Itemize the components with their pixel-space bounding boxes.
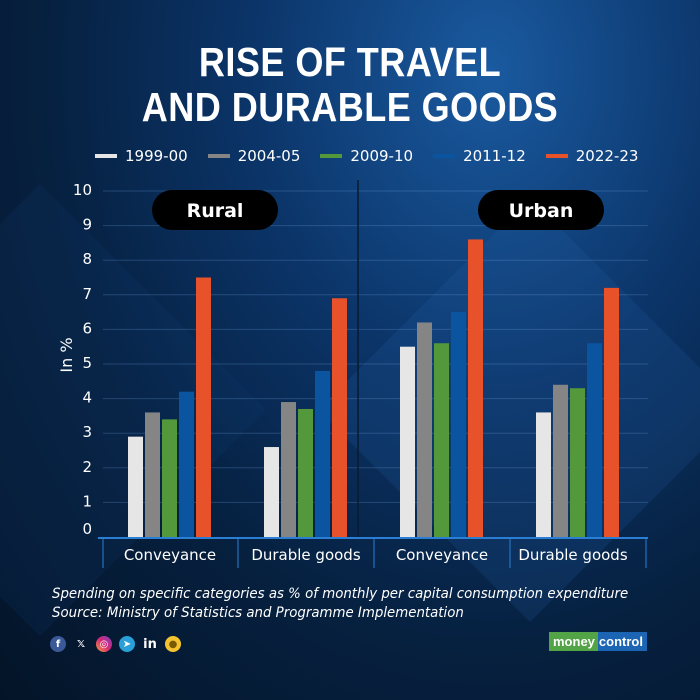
y-tick-label: 10	[73, 181, 92, 199]
facebook-icon[interactable]: f	[50, 636, 66, 652]
bar-2004-05-0	[145, 412, 160, 537]
snapchat-icon[interactable]: ●	[165, 636, 181, 652]
chart-title: RISE OF TRAVEL AND DURABLE GOODS	[42, 40, 658, 130]
bar-1999-00-0	[128, 436, 143, 537]
legend-swatch	[207, 154, 230, 158]
bar-1999-00-3	[536, 412, 551, 537]
x-tick-label: Durable goods	[518, 546, 627, 564]
x-tick-label: Durable goods	[251, 546, 360, 564]
legend-item: 2022-23	[545, 147, 639, 165]
bar-2009-10-2	[434, 343, 449, 537]
x-tick-label: Conveyance	[124, 546, 216, 564]
title-line-2: AND DURABLE GOODS	[141, 84, 559, 130]
legend-item: 2009-10	[320, 147, 413, 165]
linkedin-icon[interactable]: in	[143, 636, 157, 652]
telegram-icon[interactable]: ➤	[119, 636, 135, 652]
panel-label: Urban	[509, 200, 574, 222]
title-line-1: RISE OF TRAVEL	[198, 39, 502, 85]
footnote-text: Spending on specific categories as % of …	[52, 586, 629, 602]
bar-2004-05-1	[281, 402, 296, 537]
legend-swatch	[545, 154, 568, 158]
y-tick-label: 3	[82, 423, 92, 441]
y-axis-label: In %	[57, 337, 76, 372]
legend-label: 1999-00	[125, 147, 188, 165]
legend: 1999-00 2004-05 2009-10 2011-12 2022-23	[95, 147, 638, 165]
legend-item: 1999-00	[95, 147, 188, 165]
y-tick-label: 2	[82, 458, 92, 476]
bar-1999-00-1	[264, 447, 279, 537]
y-tick-label: 1	[82, 492, 92, 510]
bar-2011-12-1	[315, 370, 330, 537]
bar-1999-00-2	[400, 346, 415, 537]
y-tick-label: 4	[82, 389, 92, 407]
panel-badge	[478, 190, 604, 230]
y-tick-label: 9	[82, 216, 92, 234]
logo-part-2: control	[597, 632, 647, 651]
legend-swatch	[95, 154, 117, 158]
legend-label: 2004-05	[237, 147, 301, 165]
panel-label: Rural	[187, 200, 244, 222]
bar-2022-23-0	[196, 277, 211, 537]
legend-item: 2004-05	[207, 147, 301, 165]
legend-label: 2011-12	[463, 147, 526, 165]
legend-swatch	[433, 154, 456, 158]
bar-2009-10-1	[298, 408, 313, 537]
panel-badge	[152, 190, 278, 230]
source-text: Source: Ministry of Statistics and Progr…	[52, 605, 464, 621]
legend-item: 2011-12	[433, 147, 526, 165]
bar-2011-12-0	[179, 391, 194, 537]
bar-2004-05-2	[417, 322, 432, 537]
social-icons: f 𝕏 ◎ ➤ in ●	[50, 636, 181, 652]
instagram-icon[interactable]: ◎	[96, 636, 112, 652]
logo-part-1: money	[549, 632, 598, 651]
bar-2022-23-3	[604, 287, 619, 537]
y-tick-label: 0	[82, 520, 92, 538]
bar-2011-12-2	[451, 312, 466, 537]
bar-2004-05-3	[553, 384, 568, 537]
bar-2009-10-0	[162, 419, 177, 537]
legend-label: 2009-10	[350, 147, 414, 165]
bar-2011-12-3	[587, 343, 602, 537]
bar-2009-10-3	[570, 388, 585, 537]
x-tick-label: Conveyance	[396, 546, 488, 564]
footnote: Spending on specific categories as % of …	[52, 585, 628, 623]
bar-2022-23-2	[468, 239, 483, 537]
y-tick-label: 7	[82, 285, 92, 303]
moneycontrol-logo: money control	[549, 632, 647, 651]
y-tick-label: 6	[82, 319, 92, 337]
bar-2022-23-1	[332, 298, 347, 537]
y-tick-label: 5	[82, 354, 92, 372]
legend-swatch	[320, 154, 343, 158]
legend-label: 2022-23	[575, 147, 639, 165]
y-tick-label: 8	[82, 250, 92, 268]
x-icon[interactable]: 𝕏	[76, 638, 86, 650]
